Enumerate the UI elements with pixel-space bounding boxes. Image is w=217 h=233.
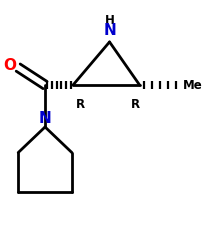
- Text: N: N: [103, 23, 116, 38]
- Text: R: R: [76, 98, 85, 111]
- Text: O: O: [3, 58, 16, 73]
- Text: R: R: [131, 98, 140, 111]
- Text: Me: Me: [183, 79, 202, 92]
- Text: N: N: [39, 111, 51, 126]
- Text: H: H: [105, 14, 115, 27]
